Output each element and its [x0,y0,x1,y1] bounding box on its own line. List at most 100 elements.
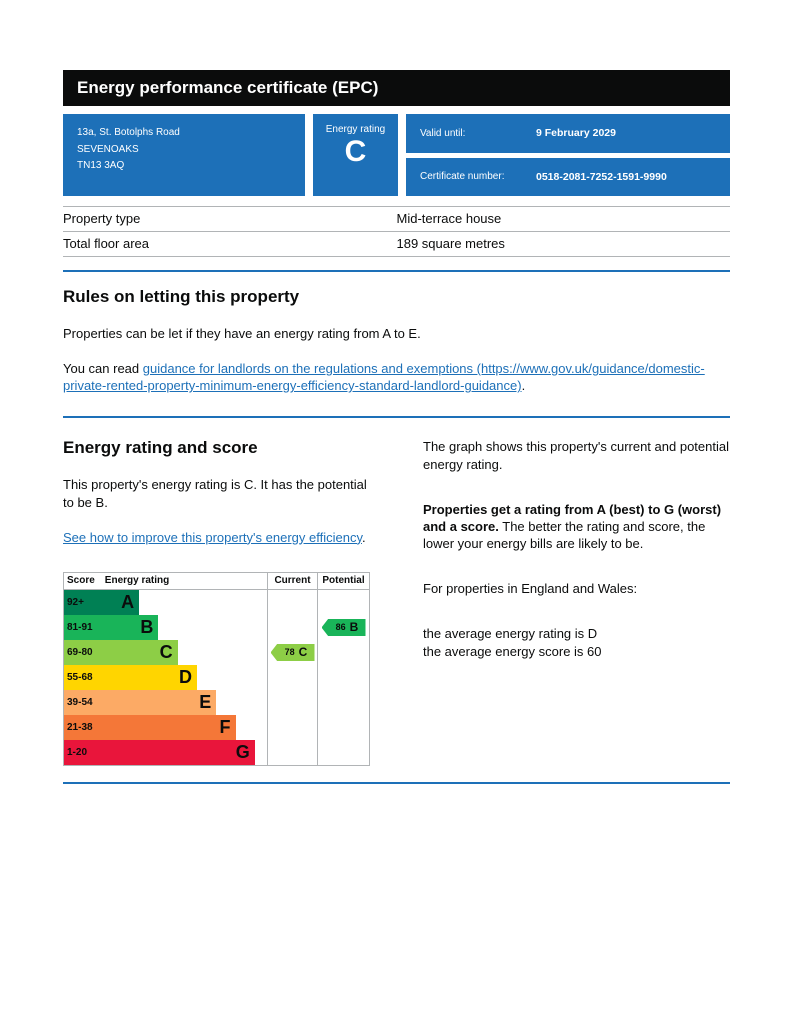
guidance-paragraph: You can read guidance for landlords on t… [63,360,730,394]
valid-until-value: 9 February 2029 [536,127,616,140]
energy-rating-badge-label: Energy rating [325,124,386,135]
epc-band-cell: 69-80 C [64,639,267,665]
property-address: 13a, St. Botolphs Road SEVENOAKS TN13 3A… [63,114,305,196]
epc-page: Energy performance certificate (EPC) 13a… [63,0,730,844]
epc-graph-body: 92+ A 81-91 B 86 B 69-80 C 78 C 55-68 D 39-54 E 21-38 F… [64,589,369,765]
epc-band-letter: B [140,617,154,638]
landlord-guidance-link[interactable]: guidance for landlords on the regulation… [63,361,705,394]
energy-rating-graph: Score Energy rating Current Potential 92… [63,571,370,766]
epc-band-row-c: 69-80 C 78 C [64,639,369,665]
graph-description: The graph shows this property's current … [423,439,729,472]
epc-potential-cell: 86 B [317,614,369,640]
epc-graph-header: Score Energy rating Current Potential [64,572,369,590]
epc-current-cell [267,614,317,640]
average-score-line: the average energy score is 60 [423,643,602,659]
address-line-3: TN13 3AQ [77,160,125,171]
epc-current-cell [267,589,317,615]
epc-band-row-d: 55-68 D [64,664,369,690]
epc-band-letter: D [178,667,192,688]
summary-panel: 13a, St. Botolphs Road SEVENOAKS TN13 3A… [63,114,730,196]
epc-current-marker-score: 78 [284,647,295,658]
epc-band-letter: E [199,692,212,713]
epc-potential-marker: 86 B [321,618,366,636]
epc-band-letter: G [235,742,250,763]
epc-band-letter: F [219,717,231,738]
epc-band-score: 39-54 [67,696,93,708]
epc-band-cell: 1-20 G [64,739,267,765]
rating-intro: This property's energy rating is C. It h… [63,477,367,510]
improve-suffix: . [361,529,366,545]
epc-potential-cell [317,589,369,615]
epc-band-cell: 21-38 F [64,714,267,740]
average-rating-line: the average energy rating is D [423,626,598,642]
epc-band-letter: A [121,592,135,613]
energy-rating-column-header: Energy rating [104,575,170,587]
property-type-value: Mid-terrace house [396,211,502,226]
certificate-number-box: Certificate number: 0518-2081-7252-1591-… [406,157,730,196]
property-details-table: Property type Mid-terrace house Total fl… [63,206,730,257]
epc-current-cell [267,664,317,690]
epc-graph-header-left: Score Energy rating [64,573,267,589]
epc-band-bar-c: 69-80 C [64,639,178,665]
total-floor-area-value: 189 square metres [396,236,505,251]
table-row: Total floor area 189 square metres [63,231,730,257]
epc-band-row-g: 1-20 G [64,739,369,765]
rating-right-column: The graph shows this property's current … [423,438,730,765]
improve-paragraph: See how to improve this property's energ… [63,529,370,546]
document-title-bar: Energy performance certificate (EPC) [63,70,730,106]
epc-band-letter: C [159,642,173,663]
rules-heading: Rules on letting this property [63,287,300,306]
epc-band-cell: 39-54 E [64,689,267,715]
epc-current-marker-letter: C [298,645,308,660]
epc-band-row-e: 39-54 E [64,689,369,715]
epc-current-cell: 78 C [267,639,317,665]
current-column-header: Current [267,572,317,589]
section-divider [63,270,730,272]
rating-heading: Energy rating and score [63,438,258,458]
epc-band-bar-b: 81-91 B [64,614,159,640]
epc-potential-cell [317,689,369,715]
guidance-prefix: You can read [63,361,143,377]
epc-band-row-b: 81-91 B 86 B [64,614,369,640]
epc-current-cell [267,689,317,715]
region-paragraph: For properties in England and Wales: [423,581,638,597]
energy-rating-badge: Energy rating C [313,114,398,196]
epc-band-score: 21-38 [67,721,93,733]
epc-band-bar-e: 39-54 E [64,689,217,715]
document-title: Energy performance certificate (EPC) [77,78,379,97]
energy-rating-section: Energy rating and score This property's … [63,438,730,766]
validity-panel: Valid until: 9 February 2029 Certificate… [406,114,730,196]
property-type-label: Property type [63,211,141,226]
epc-band-bar-g: 1-20 G [64,739,255,765]
epc-current-marker: 78 C [270,643,315,661]
epc-potential-marker-letter: B [349,620,359,635]
score-column-header: Score [67,575,95,587]
epc-potential-cell [317,639,369,665]
epc-potential-marker-score: 86 [335,622,346,633]
epc-band-cell: 92+ A [64,589,267,615]
epc-current-cell [267,739,317,765]
total-floor-area-label: Total floor area [63,236,149,251]
ratings-explanation-rest: The better the rating and score, the low… [423,518,706,552]
valid-until-box: Valid until: 9 February 2029 [406,114,730,153]
potential-column-header: Potential [317,572,369,589]
epc-band-bar-d: 55-68 D [64,664,197,690]
section-divider [63,781,730,784]
certificate-number-label: Certificate number: [420,171,505,183]
ratings-explanation-bold: Properties get a rating from A (best) to… [423,501,722,534]
epc-potential-cell [317,664,369,690]
improve-efficiency-link[interactable]: See how to improve this property's energ… [63,529,362,545]
energy-rating-badge-value: C [344,135,367,168]
address-line-1: 13a, St. Botolphs Road [77,127,180,138]
epc-band-bar-f: 21-38 F [64,714,236,740]
epc-band-score: 69-80 [67,646,93,658]
address-line-2: SEVENOAKS [77,143,139,155]
table-row: Property type Mid-terrace house [63,206,730,231]
section-divider [63,416,730,419]
epc-potential-cell [317,714,369,740]
epc-band-row-a: 92+ A [64,589,369,615]
epc-band-score: 81-91 [67,621,93,633]
epc-band-score: 1-20 [67,746,88,758]
epc-band-row-f: 21-38 F [64,714,369,740]
certificate-number-value: 0518-2081-7252-1591-9990 [536,170,667,183]
